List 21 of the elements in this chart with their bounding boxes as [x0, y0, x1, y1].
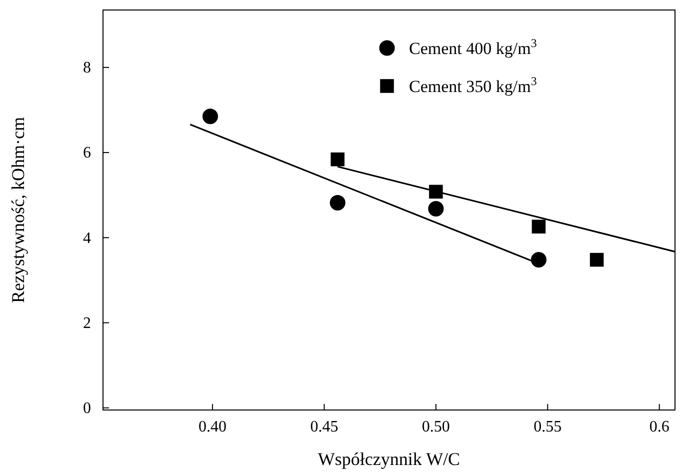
point: [202, 108, 218, 124]
y-tick-label: 0: [83, 400, 91, 417]
point: [330, 152, 344, 166]
point: [428, 200, 444, 216]
y-tick-label: 2: [83, 314, 91, 332]
point: [590, 252, 604, 267]
point: [330, 195, 346, 211]
x-tick-label: 0.40: [198, 418, 226, 436]
x-tick-label: 0.50: [422, 418, 450, 436]
y-tick-label: 6: [83, 144, 91, 162]
x-tick-label: 0.55: [534, 418, 562, 436]
point: [530, 252, 546, 268]
y-tick-label: 4: [83, 230, 91, 247]
legend-label: Cement 400 kg/m$^{3}$: [409, 36, 537, 58]
x-tick-label: 0.45: [310, 418, 338, 436]
x-axis-title: Współczynnik W/C: [318, 449, 460, 469]
x-tick-label: 0.6: [649, 418, 670, 436]
y-tick-label: 8: [83, 60, 91, 77]
y-axis-title: Rezystywność, kOhm·cm: [8, 117, 28, 303]
legend-label: Cement 350 kg/m$^{3}$: [409, 74, 537, 96]
point: [532, 220, 546, 234]
